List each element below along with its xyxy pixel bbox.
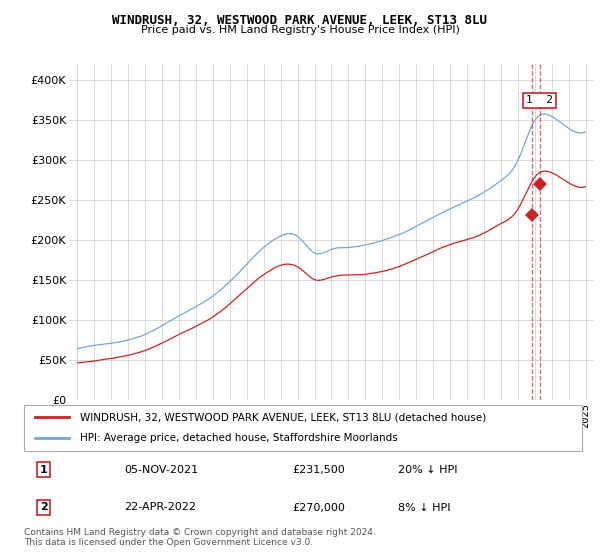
Text: Contains HM Land Registry data © Crown copyright and database right 2024.
This d: Contains HM Land Registry data © Crown c… bbox=[24, 528, 376, 547]
Text: £231,500: £231,500 bbox=[292, 465, 344, 475]
Text: Price paid vs. HM Land Registry's House Price Index (HPI): Price paid vs. HM Land Registry's House … bbox=[140, 25, 460, 35]
Text: HPI: Average price, detached house, Staffordshire Moorlands: HPI: Average price, detached house, Staf… bbox=[80, 433, 398, 444]
Text: 05-NOV-2021: 05-NOV-2021 bbox=[124, 465, 199, 475]
Text: 22-APR-2022: 22-APR-2022 bbox=[124, 502, 196, 512]
Text: 20% ↓ HPI: 20% ↓ HPI bbox=[398, 465, 457, 475]
Text: 1  2: 1 2 bbox=[526, 95, 553, 105]
Text: 8% ↓ HPI: 8% ↓ HPI bbox=[398, 502, 451, 512]
Text: 1: 1 bbox=[40, 465, 47, 475]
Text: WINDRUSH, 32, WESTWOOD PARK AVENUE, LEEK, ST13 8LU (detached house): WINDRUSH, 32, WESTWOOD PARK AVENUE, LEEK… bbox=[80, 412, 486, 422]
FancyBboxPatch shape bbox=[24, 405, 582, 451]
Text: WINDRUSH, 32, WESTWOOD PARK AVENUE, LEEK, ST13 8LU: WINDRUSH, 32, WESTWOOD PARK AVENUE, LEEK… bbox=[113, 14, 487, 27]
Text: 2: 2 bbox=[40, 502, 47, 512]
Text: £270,000: £270,000 bbox=[292, 502, 345, 512]
